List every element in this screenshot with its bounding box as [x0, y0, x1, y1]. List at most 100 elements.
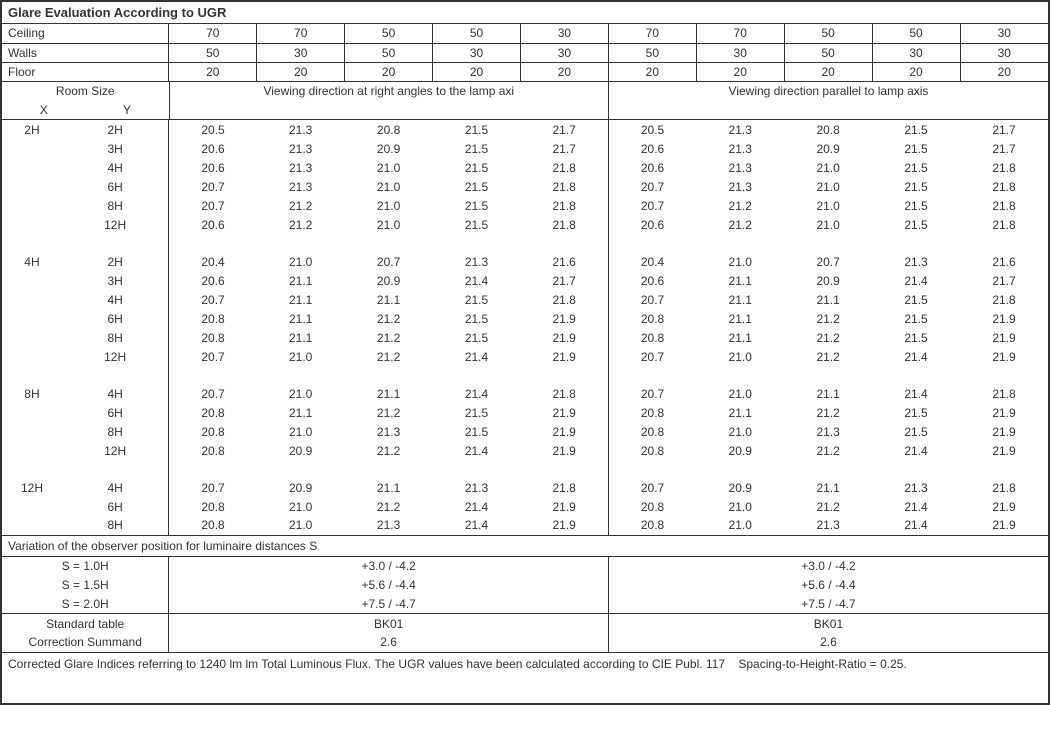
ugr-value: 21.0 [784, 177, 872, 196]
standard-table-right: BK01 [608, 614, 1048, 633]
ugr-value: 20.8 [169, 497, 257, 516]
ugr-value: 21.5 [433, 120, 521, 139]
ugr-value: 21.5 [872, 309, 960, 328]
ugr-value: 21.5 [433, 139, 521, 158]
room-x [2, 196, 62, 215]
ugr-value: 20.8 [608, 422, 696, 441]
standard-table-label: Standard table [2, 614, 169, 633]
ugr-value: 20.7 [169, 347, 257, 366]
walls-val: 50 [345, 43, 433, 62]
ugr-value: 20.7 [169, 196, 257, 215]
walls-val: 50 [608, 43, 696, 62]
ugr-value: 20.7 [608, 196, 696, 215]
ugr-value: 20.8 [608, 516, 696, 535]
variation-right: +3.0 / -4.2 [608, 557, 1048, 576]
room-x [2, 516, 62, 535]
room-size-label: Room Size [2, 82, 169, 101]
variation-s: S = 2.0H [2, 595, 169, 614]
ugr-value: 21.0 [784, 196, 872, 215]
ugr-value: 21.8 [520, 215, 608, 234]
variation-table: S = 1.0H+3.0 / -4.2+3.0 / -4.2S = 1.5H+5… [2, 557, 1048, 615]
view-parallel-label: Viewing direction parallel to lamp axis [609, 82, 1049, 101]
room-y: 8H [62, 196, 169, 215]
floor-val: 20 [257, 62, 345, 81]
room-y: 4H [62, 478, 169, 497]
x-axis-label: X [2, 101, 86, 120]
room-y: 6H [62, 497, 169, 516]
ugr-value: 21.8 [520, 478, 608, 497]
ugr-value: 21.5 [433, 403, 521, 422]
ugr-value: 21.9 [520, 328, 608, 347]
ugr-value: 21.1 [257, 328, 345, 347]
room-x: 2H [2, 120, 62, 139]
ugr-value: 21.2 [696, 215, 784, 234]
ugr-value: 21.1 [784, 384, 872, 403]
ugr-value: 21.2 [257, 196, 345, 215]
variation-left: +7.5 / -4.7 [169, 595, 609, 614]
ugr-value: 21.2 [784, 328, 872, 347]
ugr-value: 21.3 [872, 252, 960, 271]
walls-val: 30 [960, 43, 1048, 62]
ugr-value: 20.6 [608, 271, 696, 290]
room-y: 4H [62, 158, 169, 177]
ugr-value: 21.1 [784, 290, 872, 309]
ceiling-val: 70 [169, 24, 257, 43]
ugr-value: 21.4 [433, 347, 521, 366]
ugr-value: 21.0 [696, 252, 784, 271]
ugr-value: 20.6 [608, 215, 696, 234]
floor-val: 20 [696, 62, 784, 81]
ugr-value: 21.1 [257, 271, 345, 290]
ugr-value: 21.5 [433, 328, 521, 347]
ugr-value: 21.9 [520, 347, 608, 366]
ugr-value: 21.1 [696, 309, 784, 328]
room-x [2, 309, 62, 328]
ugr-value: 21.0 [345, 158, 433, 177]
ugr-value: 21.0 [257, 422, 345, 441]
ugr-value: 21.0 [257, 516, 345, 535]
ugr-value: 21.4 [872, 271, 960, 290]
ugr-value: 21.4 [433, 441, 521, 460]
ugr-value: 20.8 [608, 328, 696, 347]
ugr-value: 21.4 [872, 441, 960, 460]
ugr-value: 21.4 [872, 384, 960, 403]
room-y: 4H [62, 290, 169, 309]
ugr-value: 20.9 [784, 139, 872, 158]
ugr-value: 20.9 [257, 441, 345, 460]
ugr-data-body: 2H2H20.521.320.821.521.720.521.320.821.5… [2, 120, 1048, 536]
ceiling-val: 70 [257, 24, 345, 43]
ugr-value: 20.8 [169, 516, 257, 535]
room-y: 12H [62, 347, 169, 366]
ugr-value: 20.7 [608, 384, 696, 403]
ugr-value: 21.0 [257, 384, 345, 403]
ugr-value: 21.9 [520, 422, 608, 441]
ugr-value: 21.0 [345, 177, 433, 196]
ugr-value: 21.8 [520, 384, 608, 403]
floor-val: 20 [520, 62, 608, 81]
ugr-value: 20.8 [608, 441, 696, 460]
ugr-value: 21.2 [784, 309, 872, 328]
ugr-value: 21.0 [784, 215, 872, 234]
ugr-value: 21.9 [960, 441, 1048, 460]
ugr-value: 20.7 [345, 252, 433, 271]
ugr-table-container: Glare Evaluation According to UGR Ceilin… [0, 0, 1050, 705]
variation-s: S = 1.0H [2, 557, 169, 576]
ugr-value: 21.1 [784, 478, 872, 497]
ugr-value: 20.4 [608, 252, 696, 271]
ugr-value: 21.7 [960, 271, 1048, 290]
room-y: 8H [62, 422, 169, 441]
ugr-value: 20.6 [608, 139, 696, 158]
ugr-value: 20.6 [169, 271, 257, 290]
ugr-value: 21.5 [433, 177, 521, 196]
ugr-value: 21.2 [345, 441, 433, 460]
ugr-value: 21.1 [696, 290, 784, 309]
column-headers: Room Size Viewing direction at right ang… [2, 82, 1048, 121]
ugr-value: 21.8 [960, 290, 1048, 309]
ugr-value: 21.1 [345, 290, 433, 309]
walls-label: Walls [2, 43, 169, 62]
ugr-value: 20.7 [608, 347, 696, 366]
ugr-value: 21.8 [960, 384, 1048, 403]
ugr-value: 21.9 [960, 347, 1048, 366]
variation-right: +5.6 / -4.4 [608, 576, 1048, 595]
walls-val: 30 [520, 43, 608, 62]
ugr-value: 21.3 [872, 478, 960, 497]
